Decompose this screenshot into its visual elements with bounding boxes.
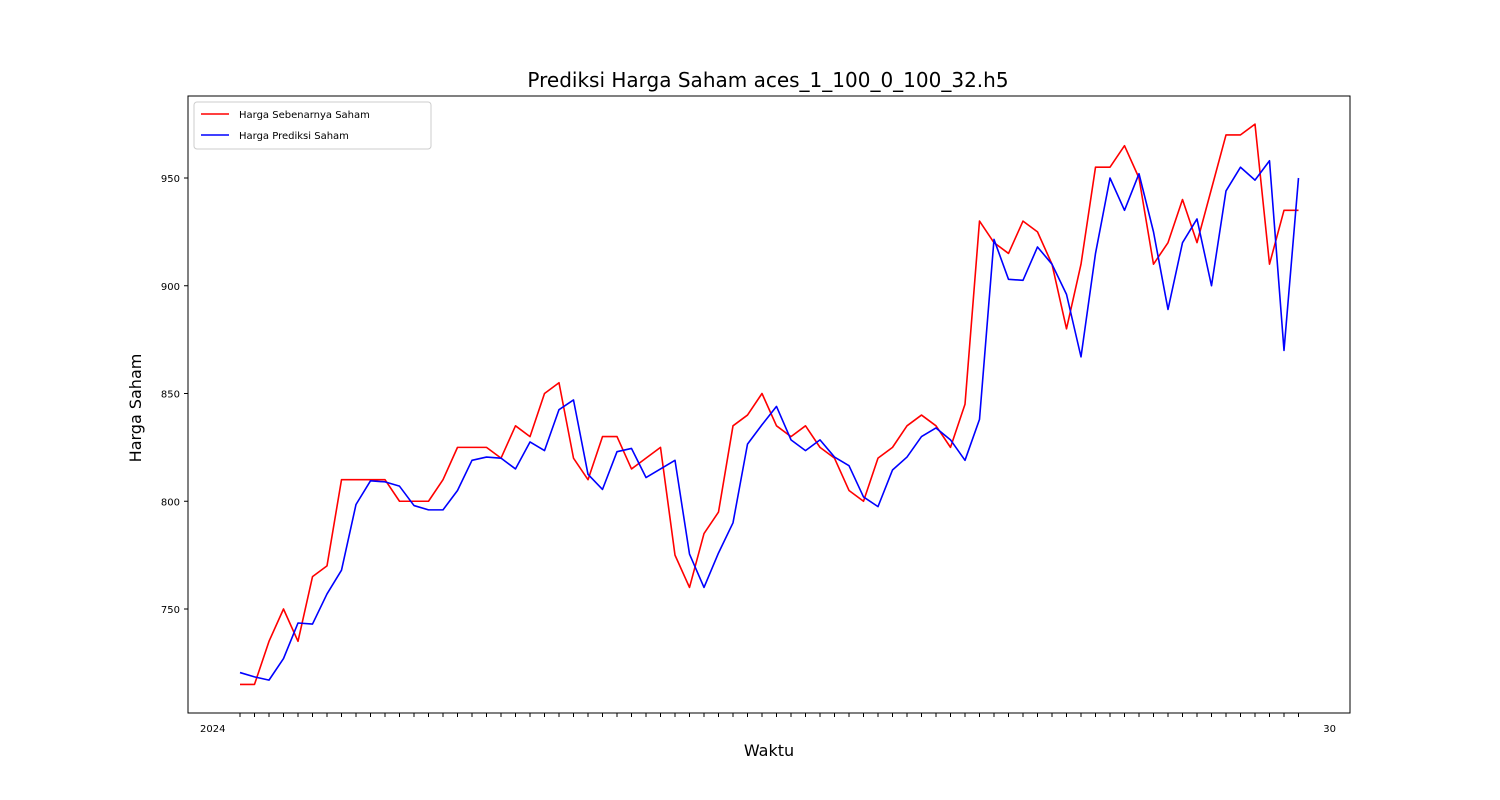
series-lines	[239, 123, 1300, 686]
plot-frame	[187, 95, 1351, 714]
x-tick-label-last: 30	[1323, 724, 1336, 735]
y-tick-label: 850	[161, 390, 180, 401]
chart-title: Prediksi Harga Saham aces_1_100_0_100_32…	[527, 68, 1008, 92]
y-tick-label: 950	[161, 174, 180, 185]
x-axis-ticks: 2024 30	[200, 713, 1336, 735]
y-axis-ticks: 750 800 850 900 950	[161, 174, 188, 616]
y-tick-label: 800	[161, 497, 180, 508]
y-tick-label: 900	[161, 282, 180, 293]
legend-label-predicted: Harga Prediksi Saham	[239, 131, 349, 142]
x-axis-label: Waktu	[744, 741, 794, 760]
series-line-actual	[240, 123, 1299, 686]
series-line-predicted	[239, 159, 1300, 681]
y-axis-label: Harga Saham	[126, 354, 145, 463]
legend-box	[193, 101, 432, 150]
y-tick-label: 750	[161, 605, 180, 616]
x-tick-label-first: 2024	[200, 724, 225, 735]
legend-label-actual: Harga Sebenarnya Saham	[239, 110, 370, 121]
legend: Harga Sebenarnya Saham Harga Prediksi Sa…	[193, 101, 432, 150]
